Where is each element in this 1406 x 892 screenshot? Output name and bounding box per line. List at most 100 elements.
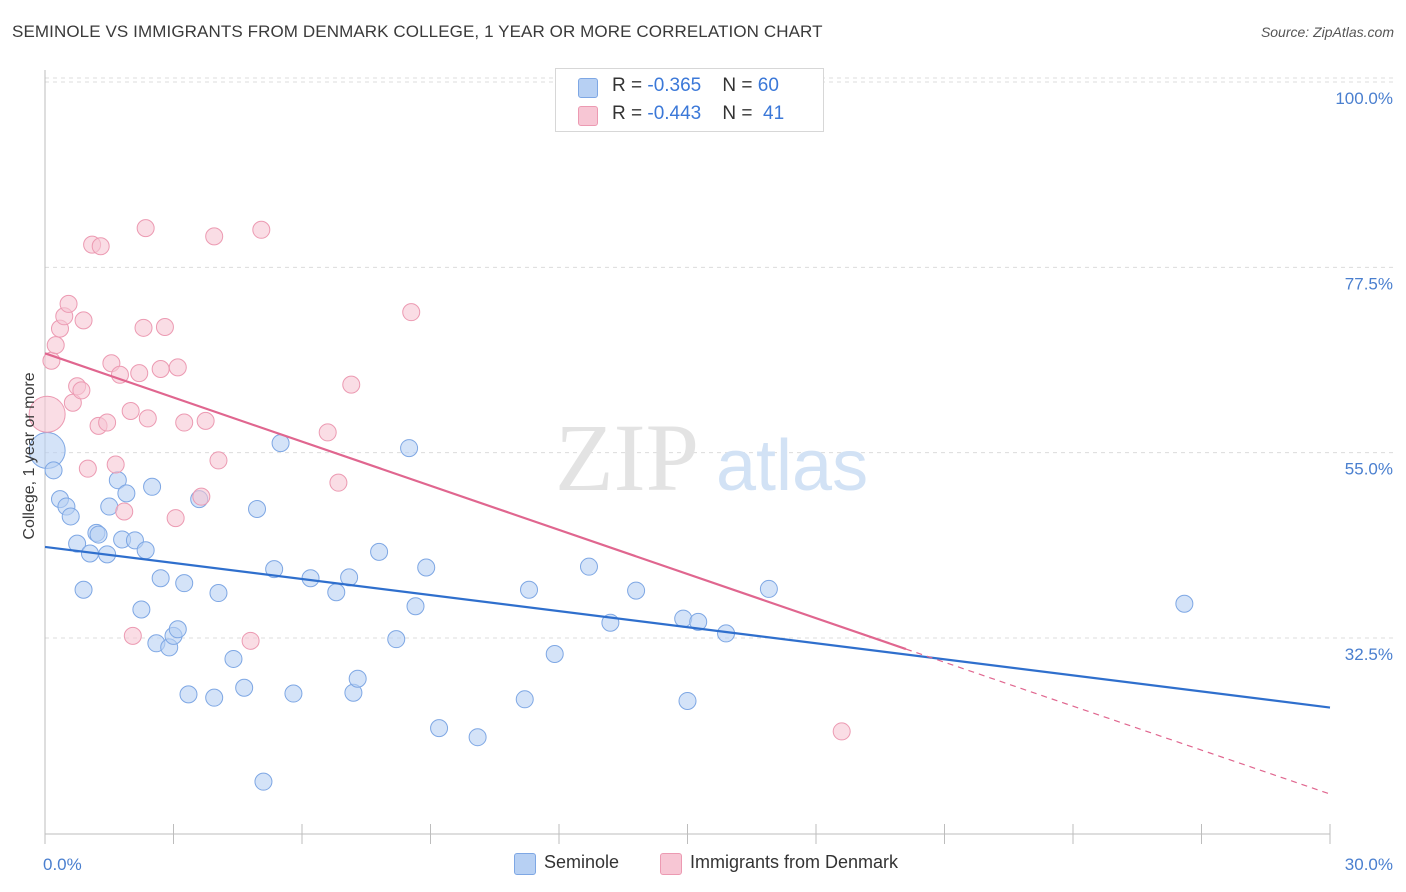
denmark-point bbox=[138, 409, 157, 428]
denmark-point bbox=[205, 227, 224, 246]
denmark-point bbox=[106, 455, 125, 474]
seminole-point bbox=[151, 569, 170, 588]
seminole-point bbox=[417, 558, 436, 577]
denmark-point bbox=[78, 459, 97, 478]
seminole-point bbox=[759, 579, 778, 598]
denmark-point bbox=[91, 237, 110, 256]
seminole-point bbox=[348, 669, 367, 688]
denmark-point bbox=[121, 402, 140, 421]
seminole-point bbox=[370, 542, 389, 561]
seminole-point bbox=[205, 688, 224, 707]
denmark-point bbox=[329, 473, 348, 492]
denmark-point bbox=[252, 220, 271, 239]
seminole-point bbox=[209, 584, 228, 603]
source-label: Source: ZipAtlas.com bbox=[1260, 24, 1394, 40]
denmark-point bbox=[63, 393, 82, 412]
seminole-point bbox=[136, 541, 155, 560]
legend-swatch-pink bbox=[578, 106, 598, 126]
chart-title: SEMINOLE VS IMMIGRANTS FROM DENMARK COLL… bbox=[12, 22, 823, 41]
denmark-point bbox=[110, 365, 129, 384]
watermark: ZIP atlas bbox=[555, 404, 868, 511]
denmark-point bbox=[115, 502, 134, 521]
bottom-legend-label: Immigrants from Denmark bbox=[690, 852, 899, 872]
denmark-point bbox=[134, 318, 153, 337]
x-tick-label-max: 30.0% bbox=[1345, 855, 1393, 874]
seminole-trend-line bbox=[44, 545, 1331, 709]
stats-legend: R = -0.365 N = 60 R = -0.443 N = 41 bbox=[555, 68, 824, 132]
seminole-point bbox=[74, 580, 93, 599]
x-tick-marks bbox=[44, 824, 1331, 844]
denmark-point bbox=[72, 381, 91, 400]
seminole-point bbox=[627, 581, 646, 600]
y-axis-label: College, 1 year or more bbox=[21, 372, 38, 539]
seminole-point bbox=[430, 719, 449, 738]
seminole-point bbox=[179, 685, 198, 704]
seminole-point bbox=[89, 525, 108, 544]
seminole-point bbox=[406, 597, 425, 616]
seminole-point bbox=[248, 500, 267, 519]
legend-r-label: R = bbox=[612, 103, 648, 124]
trend-lines bbox=[44, 352, 1331, 795]
seminole-point bbox=[224, 649, 243, 668]
seminole-point bbox=[674, 609, 693, 628]
denmark-point bbox=[402, 303, 421, 322]
denmark-point bbox=[832, 722, 851, 741]
legend-n-label: N = bbox=[722, 103, 758, 124]
x-tick-label-min: 0.0% bbox=[43, 855, 82, 874]
denmark-trend-line bbox=[44, 352, 907, 651]
seminole-point bbox=[301, 569, 320, 588]
y-tick-label: 100.0% bbox=[1335, 89, 1393, 108]
legend-n-value: 41 bbox=[763, 103, 785, 124]
y-tick-label: 55.0% bbox=[1345, 460, 1393, 479]
y-tick-label: 77.5% bbox=[1345, 274, 1393, 293]
seminole-point bbox=[235, 678, 254, 697]
seminole-point bbox=[61, 507, 80, 526]
legend-r-value: -0.443 bbox=[647, 103, 702, 124]
grid-lines bbox=[45, 77, 1393, 639]
denmark-point bbox=[74, 311, 93, 330]
bottom-legend-swatch-pink bbox=[660, 853, 682, 875]
bottom-legend-swatch-blue bbox=[514, 853, 536, 875]
seminole-point bbox=[117, 484, 136, 503]
legend-r-value: -0.365 bbox=[647, 75, 702, 96]
denmark-point bbox=[241, 631, 260, 650]
seminole-point bbox=[327, 583, 346, 602]
legend-n-value: 60 bbox=[757, 75, 779, 96]
y-tick-label: 32.5% bbox=[1345, 645, 1393, 664]
seminole-point bbox=[678, 691, 697, 710]
seminole-point bbox=[468, 728, 487, 747]
denmark-point bbox=[318, 423, 337, 442]
denmark-point bbox=[136, 219, 155, 238]
seminole-point bbox=[284, 684, 303, 703]
watermark-zip: ZIP bbox=[555, 404, 699, 511]
watermark-atlas: atlas bbox=[716, 426, 868, 506]
denmark-point bbox=[123, 626, 142, 645]
seminole-point bbox=[515, 690, 534, 709]
denmark-trend-extension bbox=[905, 648, 1331, 795]
legend-swatch-blue bbox=[578, 78, 598, 98]
seminole-points bbox=[28, 432, 1194, 791]
seminole-point bbox=[579, 557, 598, 576]
legend-r-label: R = bbox=[612, 75, 648, 96]
denmark-point bbox=[59, 294, 78, 313]
denmark-point bbox=[46, 336, 65, 355]
legend-n-label: N = bbox=[722, 75, 758, 96]
denmark-point bbox=[151, 359, 170, 378]
denmark-point bbox=[192, 487, 211, 506]
denmark-point bbox=[168, 358, 187, 377]
denmark-point bbox=[166, 509, 185, 528]
seminole-point bbox=[68, 534, 87, 553]
seminole-point bbox=[44, 461, 63, 480]
denmark-point bbox=[209, 451, 228, 470]
seminole-point bbox=[400, 439, 419, 458]
bottom-legend-label: Seminole bbox=[544, 852, 620, 872]
seminole-point bbox=[168, 620, 187, 639]
denmark-point bbox=[175, 413, 194, 432]
denmark-point bbox=[155, 317, 174, 336]
denmark-point bbox=[98, 413, 117, 432]
seminole-point bbox=[143, 477, 162, 496]
seminole-point bbox=[689, 612, 708, 631]
seminole-point bbox=[545, 645, 564, 663]
seminole-point bbox=[100, 497, 119, 516]
